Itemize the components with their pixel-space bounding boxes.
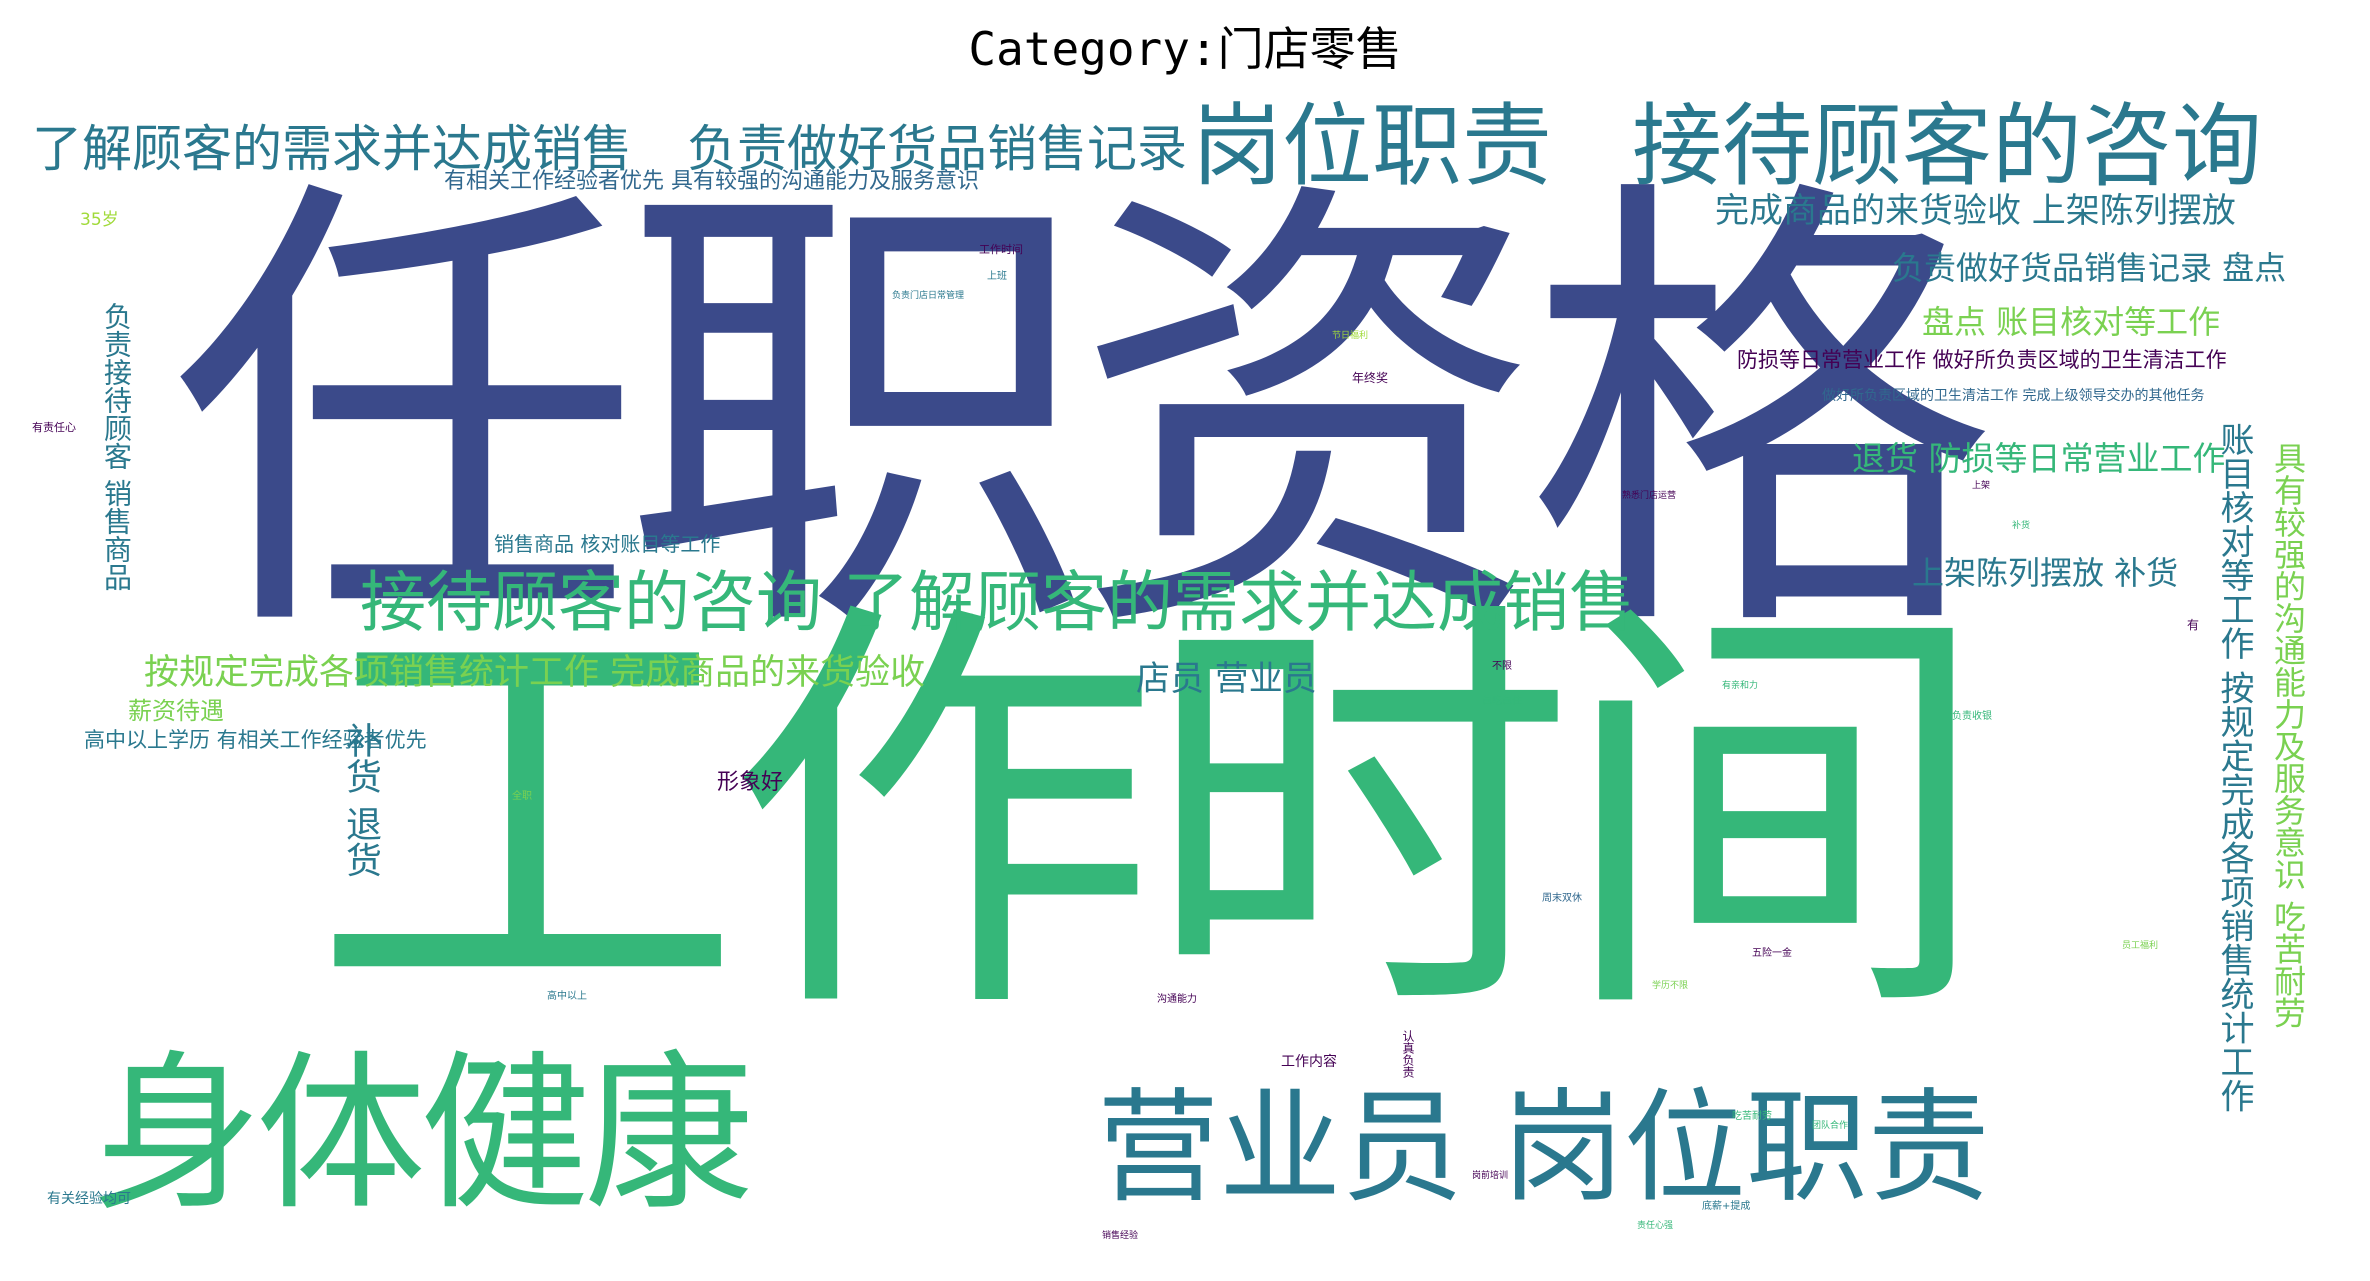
word-cloud-term: 薪资待遇 (128, 697, 224, 725)
word-cloud-term: 包吃包住 (1482, 696, 1522, 707)
word-cloud-term: 账目核对等工作 按规定完成各项销售统计工作 (2214, 422, 2254, 1113)
word-cloud-term: 沟通能力 (1157, 994, 1197, 1005)
word-cloud-term: 具有较强的沟通能力及服务意识 吃苦耐劳 (2269, 442, 2307, 1029)
word-cloud-term: 底薪+提成 (1702, 1201, 1751, 1212)
word-cloud-term: 接待顾客的咨询 (1632, 94, 2262, 199)
word-cloud-term: 负责接待顾客 销售商品 (100, 302, 133, 591)
word-cloud-term: 工作时间 (979, 243, 1023, 256)
word-cloud-term: 责任心强 (1637, 1221, 1674, 1231)
word-cloud-term: 形象好 (717, 770, 784, 795)
word-cloud-term: 工作时间 (312, 567, 1990, 1067)
word-cloud-term: 吃苦耐劳 (1732, 1111, 1772, 1122)
word-cloud-term: 店员 营业员 (1136, 659, 1317, 699)
word-cloud-term: 了解顾客的需求并达成销售 (32, 120, 632, 178)
word-cloud-term: 接待顾客的咨询 了解顾客的需求并达成销售 (360, 564, 1635, 641)
word-cloud-term: 岗前培训 (1472, 1171, 1509, 1181)
word-cloud-term: 岗位职责 (1192, 94, 1552, 199)
word-cloud-term: 全职 (512, 791, 532, 802)
word-cloud-term: 上班 (987, 271, 1007, 282)
word-cloud-term: 补货 退货 (340, 722, 381, 878)
word-cloud-term: 身体健康 (92, 1036, 754, 1234)
word-cloud-term: 负责做好货品销售记录 (687, 120, 1187, 178)
word-cloud-term: 熟悉门店运营 (1622, 491, 1677, 501)
word-cloud-term: 销售商品 核对账目等工作 (494, 532, 721, 556)
word-cloud-term: 团队合作 (1812, 1121, 1849, 1131)
word-cloud-term: 有亲和力 (1722, 681, 1759, 691)
word-cloud-term: 学历不限 (1652, 981, 1689, 991)
word-cloud-term: 防损等日常营业工作 做好所负责区域的卫生清洁工作 (1737, 348, 2227, 372)
word-cloud-term: 盘点 账目核对等工作 (1922, 303, 2221, 341)
word-cloud-term: 35岁 (80, 210, 119, 230)
word-cloud-term: 年终奖 (1352, 371, 1389, 385)
word-cloud-term: 不限 (1492, 661, 1512, 672)
word-cloud-term: 认真负责 (1401, 1030, 1415, 1078)
word-cloud-term: 任职资格 (170, 143, 1996, 690)
word-cloud: 任职资格 工作时间 身体健康 营业员 岗位职责 岗位职责 接待顾客的咨询 了解顾… (32, 92, 2314, 1262)
word-cloud-term: 补货 (2012, 521, 2031, 531)
word-cloud-term: 高中以上 (547, 991, 587, 1002)
word-cloud-term: 节日福利 (1332, 331, 1369, 341)
word-cloud-term: 上架陈列摆放 补货 (1912, 554, 2179, 592)
word-cloud-term: 员工福利 (2122, 941, 2159, 951)
word-cloud-term: 上架 (1972, 481, 1991, 491)
word-cloud-term: 负责收银 (1952, 711, 1992, 722)
word-cloud-term: 完成商品的来货验收 上架陈列摆放 (1715, 191, 2236, 231)
word-cloud-term: 退货 防损等日常营业工作 (1852, 439, 2226, 478)
word-cloud-term: 周末双休 (1542, 893, 1582, 904)
word-cloud-term: 五险一金 (1752, 948, 1792, 959)
word-cloud-term: 负责门店日常管理 (892, 291, 965, 301)
word-cloud-term: 高中以上学历 有相关工作经验者优先 (84, 728, 427, 752)
word-cloud-term: 按规定完成各项销售统计工作 完成商品的来货验收 (144, 653, 926, 693)
word-cloud-term: 负责做好货品销售记录 盘点 (1892, 249, 2287, 287)
word-cloud-term: 有责任心 (32, 421, 76, 434)
word-cloud-term: 工作内容 (1281, 1054, 1337, 1070)
word-cloud-term: 有相关工作经验者优先 具有较强的沟通能力及服务意识 (444, 169, 979, 194)
word-cloud-term: 有关经验均可 (47, 1191, 131, 1207)
chart-title: Category:门店零售 (968, 22, 1402, 76)
word-cloud-term: 销售经验 (1102, 1231, 1139, 1241)
word-cloud-term: 有 (2187, 618, 2200, 632)
word-cloud-term: 营业员 岗位职责 (1097, 1077, 1990, 1219)
word-cloud-term: 做好所负责区域的卫生清洁工作 完成上级领导交办的其他任务 (1822, 388, 2205, 404)
